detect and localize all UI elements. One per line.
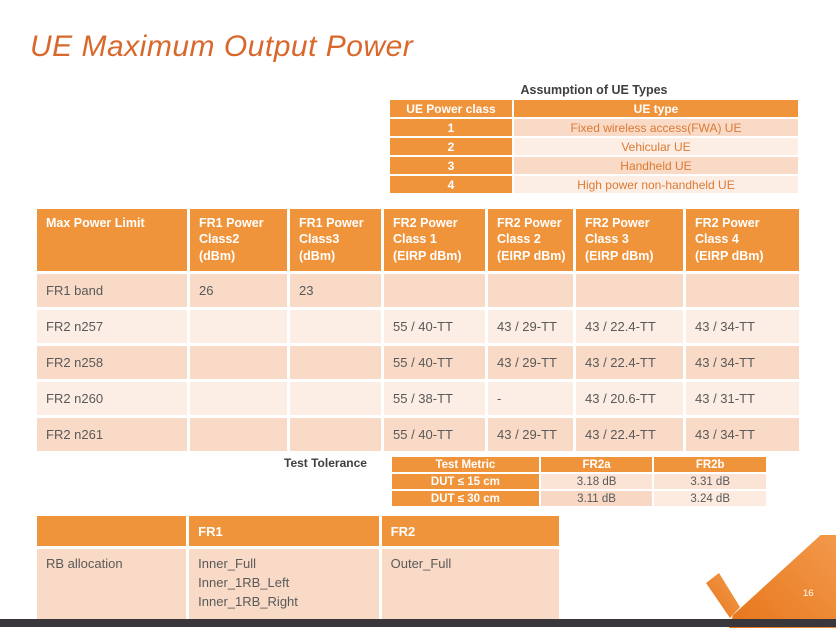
table-row: FR1 band 26 23 bbox=[37, 274, 799, 307]
metric-cell: DUT ≤ 15 cm bbox=[392, 474, 539, 489]
table-row: FR2 n258 55 / 40-TT 43 / 29-TT 43 / 22.4… bbox=[37, 346, 799, 379]
fr1-value-cell: Inner_Full Inner_1RB_Left Inner_1RB_Righ… bbox=[189, 549, 379, 621]
value-cell: 43 / 29-TT bbox=[488, 310, 573, 343]
value-cell bbox=[576, 274, 683, 307]
power-class-cell: 3 bbox=[390, 157, 512, 174]
row-label-cell: RB allocation bbox=[37, 549, 187, 621]
col-header: FR2 Power Class 4 (EIRP dBm) bbox=[686, 209, 799, 271]
value-cell: 55 / 40-TT bbox=[384, 310, 485, 343]
col-header: FR2b bbox=[654, 457, 766, 472]
value-cell bbox=[190, 346, 287, 379]
value-cell: 43 / 34-TT bbox=[686, 346, 799, 379]
row-label-cell: FR2 n257 bbox=[37, 310, 187, 343]
table-header-row: FR1 FR2 bbox=[37, 516, 559, 546]
value-cell bbox=[488, 274, 573, 307]
value-cell: 55 / 40-TT bbox=[384, 418, 485, 451]
value-cell: 43 / 31-TT bbox=[686, 382, 799, 415]
col-header: FR1 Power Class3 (dBm) bbox=[290, 209, 381, 271]
value-cell: 3.11 dB bbox=[540, 491, 653, 506]
ue-types-table: UE Power class UE type 1 Fixed wireless … bbox=[388, 98, 800, 195]
ue-power-class-header: UE Power class bbox=[390, 100, 512, 117]
table-row: FR2 n261 55 / 40-TT 43 / 29-TT 43 / 22.4… bbox=[37, 418, 799, 451]
test-tolerance-table: Test Metric FR2a FR2b DUT ≤ 15 cm 3.18 d… bbox=[390, 455, 768, 508]
value-cell: 3.24 dB bbox=[654, 491, 766, 506]
value-cell bbox=[384, 274, 485, 307]
value-cell: 43 / 22.4-TT bbox=[576, 310, 683, 343]
value-cell: 55 / 40-TT bbox=[384, 346, 485, 379]
value-cell: 55 / 38-TT bbox=[384, 382, 485, 415]
table-row: DUT ≤ 30 cm 3.11 dB 3.24 dB bbox=[392, 491, 766, 506]
row-label-cell: FR2 n261 bbox=[37, 418, 187, 451]
value-cell: 3.18 dB bbox=[540, 474, 653, 489]
value-cell: 43 / 22.4-TT bbox=[576, 346, 683, 379]
power-class-cell: 1 bbox=[390, 119, 512, 136]
table-row: 3 Handheld UE bbox=[390, 157, 798, 174]
value-cell bbox=[686, 274, 799, 307]
table-row: 1 Fixed wireless access(FWA) UE bbox=[390, 119, 798, 136]
page-number: 16 bbox=[803, 588, 814, 599]
ue-types-section: Assumption of UE Types UE Power class UE… bbox=[388, 83, 800, 195]
value-cell bbox=[190, 310, 287, 343]
table-header-row: UE Power class UE type bbox=[390, 100, 798, 117]
ue-type-cell: High power non-handheld UE bbox=[514, 176, 798, 193]
table-header-row: Max Power Limit FR1 Power Class2 (dBm) F… bbox=[37, 209, 799, 271]
row-label-cell: FR2 n258 bbox=[37, 346, 187, 379]
col-header: Test Metric bbox=[392, 457, 539, 472]
power-class-cell: 4 bbox=[390, 176, 512, 193]
table-row: FR2 n260 55 / 38-TT - 43 / 20.6-TT 43 / … bbox=[37, 382, 799, 415]
checkmark-icon bbox=[706, 535, 836, 628]
value-cell: 43 / 34-TT bbox=[686, 418, 799, 451]
rb-allocation-table: FR1 FR2 RB allocation Inner_Full Inner_1… bbox=[34, 513, 562, 624]
value-cell: 43 / 29-TT bbox=[488, 346, 573, 379]
col-header: FR2 Power Class 3 (EIRP dBm) bbox=[576, 209, 683, 271]
value-cell bbox=[190, 382, 287, 415]
row-label-cell: FR1 band bbox=[37, 274, 187, 307]
fr2-value-cell: Outer_Full bbox=[381, 549, 559, 621]
value-cell: 3.31 dB bbox=[654, 474, 766, 489]
col-header: FR2 Power Class 2 (EIRP dBm) bbox=[488, 209, 573, 271]
table-row: RB allocation Inner_Full Inner_1RB_Left … bbox=[37, 549, 559, 621]
value-cell: 43 / 29-TT bbox=[488, 418, 573, 451]
fr1-header: FR1 bbox=[189, 516, 379, 546]
bottom-bar bbox=[0, 619, 836, 627]
test-tolerance-label: Test Tolerance bbox=[284, 456, 367, 470]
power-class-cell: 2 bbox=[390, 138, 512, 155]
col-header: Max Power Limit bbox=[37, 209, 187, 271]
max-power-table: Max Power Limit FR1 Power Class2 (dBm) F… bbox=[34, 206, 802, 454]
table-header-row: Test Metric FR2a FR2b bbox=[392, 457, 766, 472]
value-cell bbox=[290, 310, 381, 343]
row-label-cell: FR2 n260 bbox=[37, 382, 187, 415]
table-row: 4 High power non-handheld UE bbox=[390, 176, 798, 193]
ue-type-cell: Fixed wireless access(FWA) UE bbox=[514, 119, 798, 136]
value-cell: 43 / 20.6-TT bbox=[576, 382, 683, 415]
col-header: FR2a bbox=[540, 457, 653, 472]
value-cell bbox=[290, 418, 381, 451]
col-header: FR1 Power Class2 (dBm) bbox=[190, 209, 287, 271]
table-row: FR2 n257 55 / 40-TT 43 / 29-TT 43 / 22.4… bbox=[37, 310, 799, 343]
value-cell: - bbox=[488, 382, 573, 415]
table-row: 2 Vehicular UE bbox=[390, 138, 798, 155]
value-cell: 23 bbox=[290, 274, 381, 307]
col-header: FR2 Power Class 1 (EIRP dBm) bbox=[384, 209, 485, 271]
page-title: UE Maximum Output Power bbox=[30, 30, 414, 63]
ue-type-header: UE type bbox=[514, 100, 798, 117]
ue-types-caption: Assumption of UE Types bbox=[520, 83, 668, 97]
table-row: DUT ≤ 15 cm 3.18 dB 3.31 dB bbox=[392, 474, 766, 489]
metric-cell: DUT ≤ 30 cm bbox=[392, 491, 539, 506]
value-cell bbox=[190, 418, 287, 451]
value-cell: 26 bbox=[190, 274, 287, 307]
fr2-header: FR2 bbox=[381, 516, 559, 546]
ue-type-cell: Handheld UE bbox=[514, 157, 798, 174]
value-cell: 43 / 34-TT bbox=[686, 310, 799, 343]
value-cell bbox=[290, 346, 381, 379]
value-cell: 43 / 22.4-TT bbox=[576, 418, 683, 451]
empty-header bbox=[37, 516, 187, 546]
ue-type-cell: Vehicular UE bbox=[514, 138, 798, 155]
value-cell bbox=[290, 382, 381, 415]
